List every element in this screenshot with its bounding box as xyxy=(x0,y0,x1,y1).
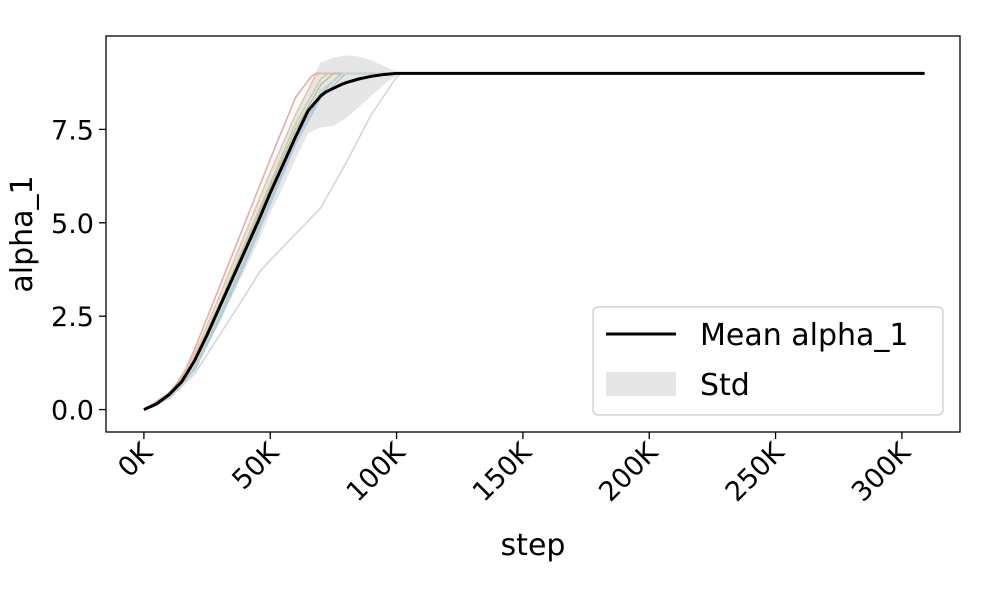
y-tick-label: 5.0 xyxy=(51,209,94,240)
run-line-4 xyxy=(143,72,925,411)
legend-mean-label: Mean alpha_1 xyxy=(700,318,909,353)
y-axis-ticks: 0.0 2.5 5.0 7.5 xyxy=(51,115,106,427)
run-line-2 xyxy=(143,72,925,411)
legend-frame xyxy=(592,306,944,416)
mean-line xyxy=(143,71,925,411)
y-tick-label: 2.5 xyxy=(51,302,94,333)
y-tick-label: 0.0 xyxy=(51,396,94,427)
legend-std-label: Std xyxy=(700,368,750,403)
legend: Mean alpha_1 Std xyxy=(592,306,944,416)
legend-std-swatch xyxy=(606,372,676,396)
y-axis-label: alpha_1 xyxy=(5,175,40,292)
plot-frame xyxy=(105,35,961,433)
x-axis-label: step xyxy=(501,528,566,563)
y-tick-label: 7.5 xyxy=(51,115,94,146)
plot-area xyxy=(143,55,925,411)
run-line-6 xyxy=(143,72,925,411)
run-line-8 xyxy=(143,72,925,411)
mean-layer xyxy=(143,71,925,411)
